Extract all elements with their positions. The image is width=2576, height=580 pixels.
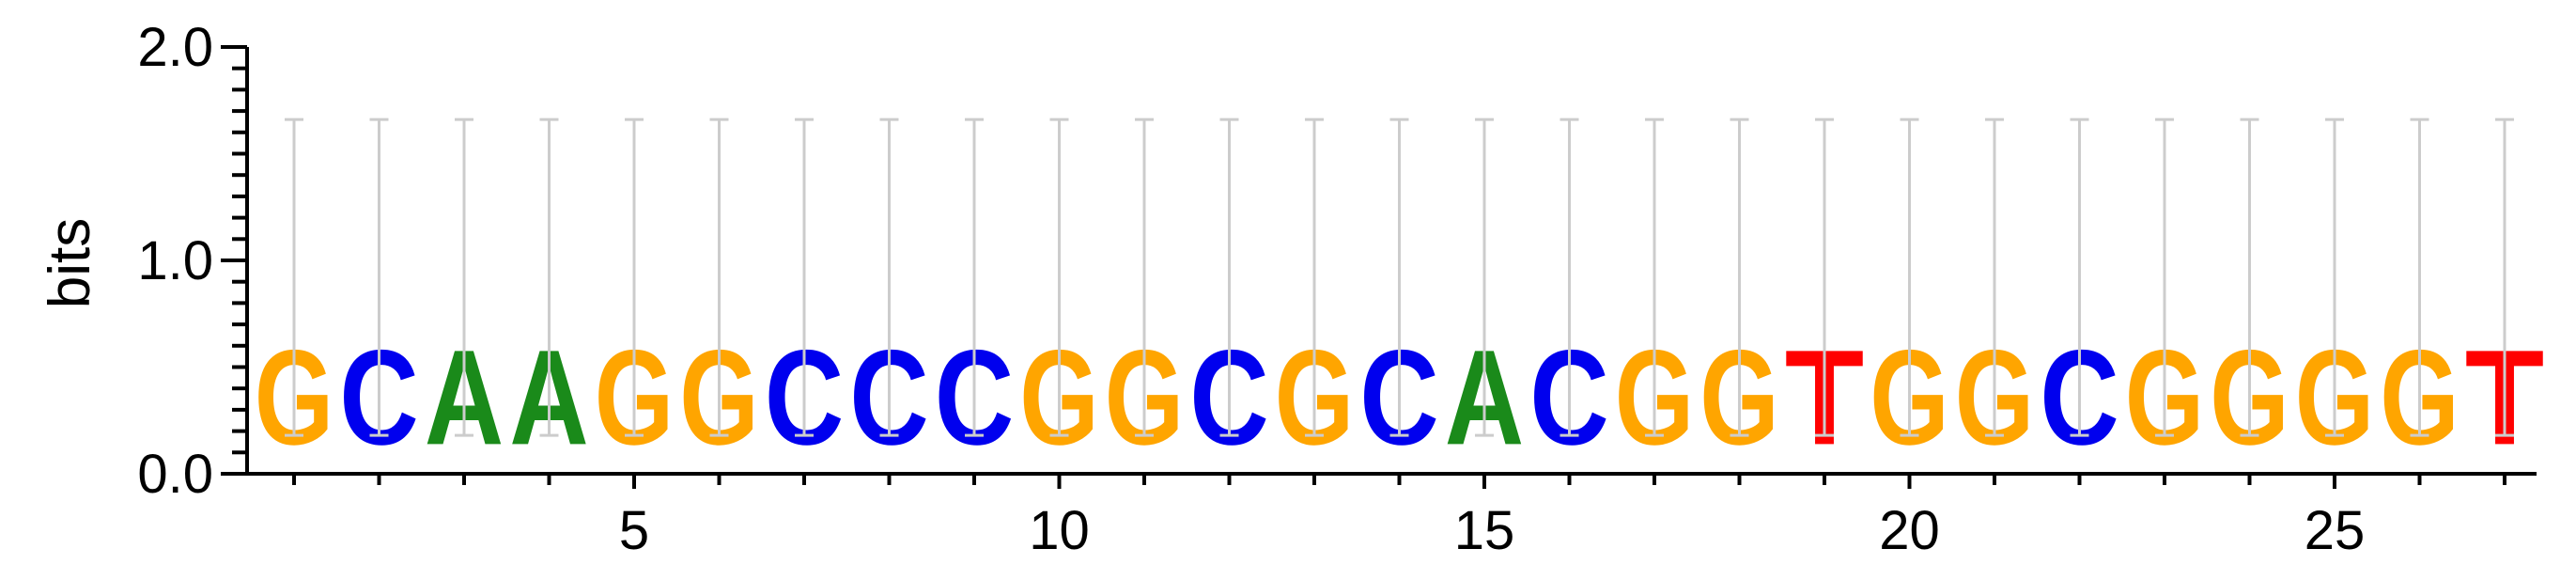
error-bar (1985, 118, 2004, 437)
x-tick-label: 5 (619, 500, 649, 561)
y-axis-label: bits (38, 218, 102, 308)
error-bar (2325, 118, 2344, 437)
error-bar (2155, 118, 2174, 437)
x-axis: 5 10 15 20 25 (247, 472, 2537, 561)
error-bar (539, 118, 559, 437)
error-bar (625, 118, 644, 437)
error-bar (369, 118, 389, 437)
error-bar (879, 118, 899, 437)
error-bar (795, 118, 814, 437)
y-tick-label: 0.0 (137, 444, 213, 505)
error-bar (1135, 118, 1154, 437)
x-tick-label: 15 (1454, 500, 1515, 561)
x-tick-label: 20 (1879, 500, 1940, 561)
error-bar (1049, 118, 1069, 437)
error-bar (285, 118, 303, 437)
error-bar (1475, 118, 1494, 437)
error-bar (2410, 118, 2429, 437)
error-bar (2240, 118, 2259, 437)
error-bars (285, 118, 2514, 437)
y-axis: 0.0 1.0 2.0 (137, 17, 249, 505)
error-bar (2495, 118, 2514, 437)
x-tick-label: 25 (2304, 500, 2366, 561)
error-bar (1219, 118, 1239, 437)
y-tick-label: 1.0 (137, 230, 213, 291)
error-bar (1730, 118, 1749, 437)
error-bar (965, 118, 984, 437)
error-bar (455, 118, 473, 437)
y-tick-label: 2.0 (137, 17, 213, 78)
x-tick-label: 10 (1029, 500, 1090, 561)
error-bar (2070, 118, 2089, 437)
error-bar (1389, 118, 1409, 437)
error-bar (709, 118, 729, 437)
error-bar (1305, 118, 1324, 437)
error-bar (1900, 118, 1919, 437)
error-bar (1560, 118, 1579, 437)
error-bar (1815, 118, 1834, 437)
error-bar (1645, 118, 1664, 437)
